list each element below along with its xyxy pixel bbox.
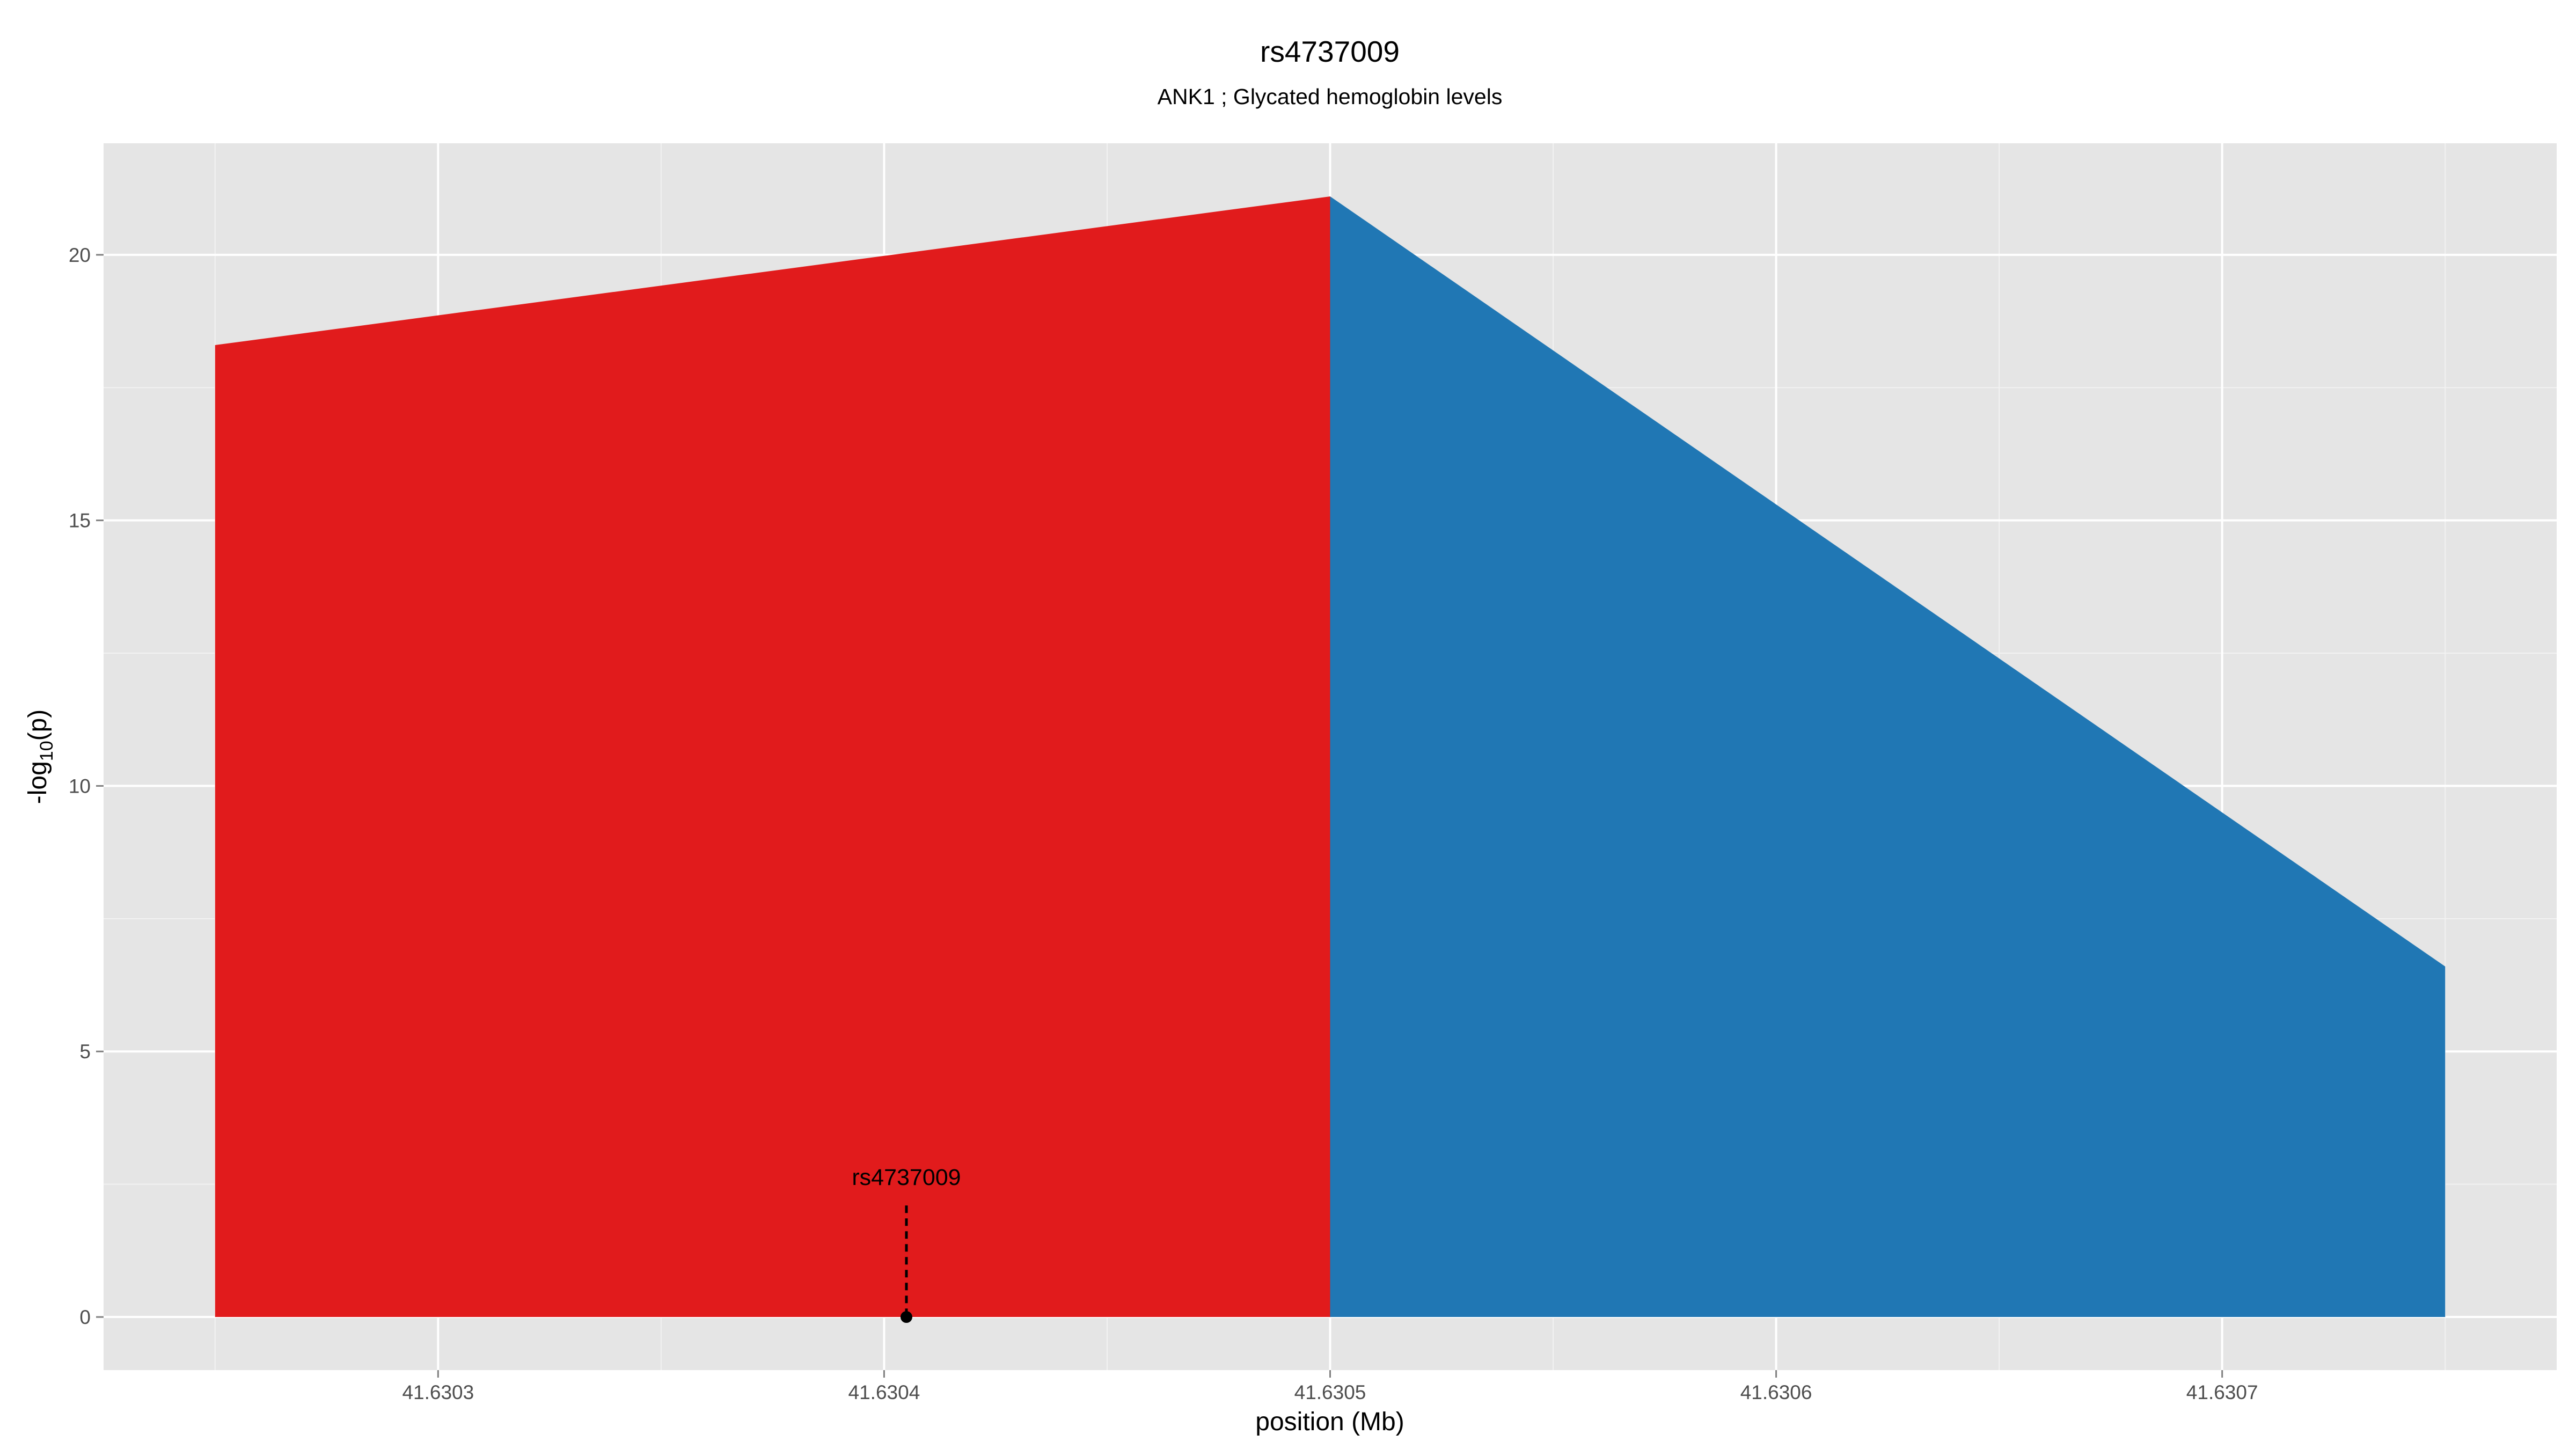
data-areas [215,196,2446,1318]
y-axis-title-suffix: (p) [24,709,52,741]
x-axis-title: position (Mb) [1255,1408,1404,1436]
x-tick-label: 41.6305 [1294,1381,1366,1403]
y-axis: 0 5 10 15 20 [69,244,104,1328]
x-axis: 41.6303 41.6304 41.6305 41.6306 41.6307 [402,1370,2258,1403]
y-tick-label: 0 [79,1306,91,1328]
y-tick-label: 15 [69,510,91,532]
y-axis-title: -log10(p) [24,709,57,804]
x-tick-label: 41.6303 [402,1381,474,1403]
y-axis-title-subscript: 10 [36,741,57,761]
y-tick-label: 5 [79,1041,91,1063]
annotation-point [900,1311,912,1323]
annotation-label: rs4737009 [852,1165,961,1190]
x-tick-label: 41.6307 [2186,1381,2258,1403]
x-tick-label: 41.6304 [848,1381,920,1403]
y-axis-title-prefix: -log [24,761,52,804]
chart-title: rs4737009 [1260,35,1400,68]
chart-subtitle: ANK1 ; Glycated hemoglobin levels [1158,84,1503,109]
y-tick-label: 20 [69,244,91,266]
area-series-2 [1330,196,2446,1318]
y-tick-label: 10 [69,775,91,797]
x-tick-label: 41.6306 [1740,1381,1812,1403]
annotation: rs4737009 [852,1165,961,1323]
area-series-1 [215,196,1330,1318]
